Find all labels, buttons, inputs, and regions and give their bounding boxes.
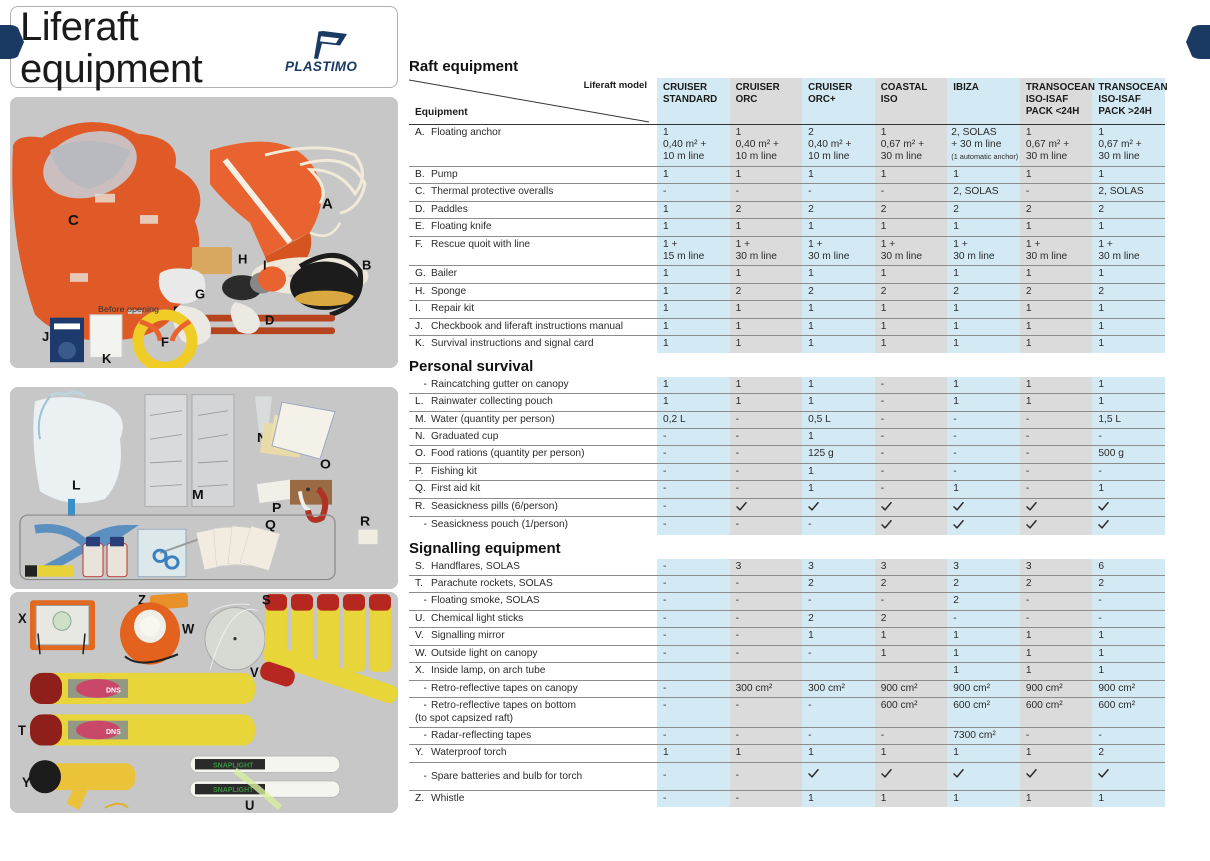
svg-text:B: B	[362, 257, 371, 272]
svg-text:SNAPLIGHT: SNAPLIGHT	[213, 786, 254, 794]
svg-text:S: S	[262, 592, 271, 607]
svg-text:X: X	[18, 611, 27, 626]
svg-text:L: L	[72, 478, 81, 493]
svg-text:I: I	[263, 257, 267, 272]
svg-text:DNS: DNS	[106, 728, 121, 736]
svg-text:T: T	[18, 723, 26, 738]
svg-text:C: C	[68, 213, 79, 229]
svg-text:R: R	[360, 514, 370, 529]
svg-text:SNAPLIGHT: SNAPLIGHT	[213, 761, 254, 769]
svg-text:D: D	[265, 313, 274, 328]
svg-text:Q: Q	[265, 518, 276, 533]
svg-text:PLASTIMO: PLASTIMO	[285, 59, 357, 73]
svg-text:Before opening: Before opening	[98, 304, 159, 314]
svg-text:G: G	[195, 287, 205, 302]
svg-text:Y: Y	[22, 775, 31, 790]
svg-text:P: P	[272, 501, 281, 516]
svg-text:J: J	[42, 329, 49, 344]
svg-text:O: O	[320, 457, 331, 472]
svg-text:M: M	[192, 487, 204, 502]
svg-text:W: W	[182, 621, 195, 636]
svg-text:A: A	[322, 197, 333, 213]
svg-text:K: K	[102, 351, 112, 366]
svg-text:DNS: DNS	[106, 687, 121, 695]
svg-text:F: F	[161, 335, 169, 350]
svg-text:U: U	[245, 798, 254, 813]
svg-text:H: H	[238, 252, 247, 267]
